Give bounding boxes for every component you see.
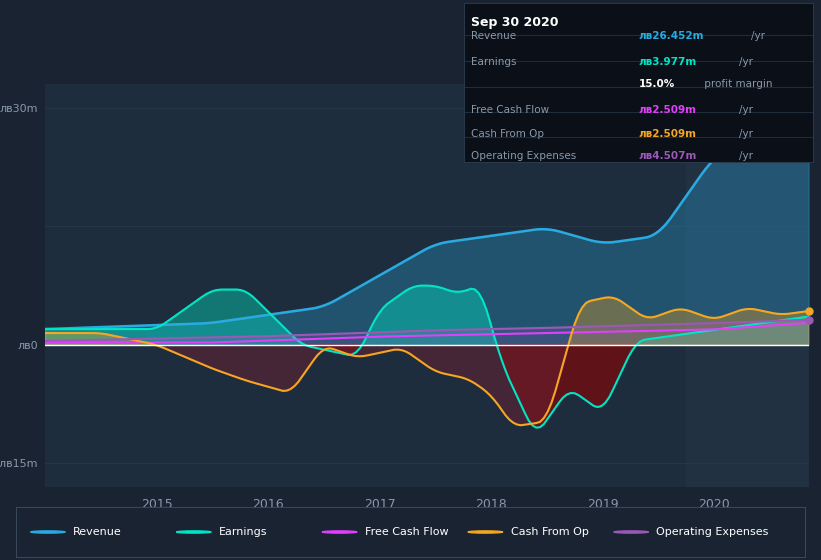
Text: Earnings: Earnings xyxy=(219,527,268,537)
Text: Free Cash Flow: Free Cash Flow xyxy=(471,105,549,115)
Text: Free Cash Flow: Free Cash Flow xyxy=(365,527,448,537)
Text: лв2.509m: лв2.509m xyxy=(639,105,696,115)
Circle shape xyxy=(468,531,502,533)
Text: Revenue: Revenue xyxy=(471,31,516,41)
Text: лв2.509m: лв2.509m xyxy=(639,129,696,139)
Text: Sep 30 2020: Sep 30 2020 xyxy=(471,16,558,29)
Text: лв3.977m: лв3.977m xyxy=(639,57,696,67)
Circle shape xyxy=(177,531,211,533)
Text: /yr: /yr xyxy=(739,129,753,139)
Text: Revenue: Revenue xyxy=(73,527,122,537)
Text: Operating Expenses: Operating Expenses xyxy=(471,151,576,161)
Text: profit margin: profit margin xyxy=(701,79,773,89)
Text: /yr: /yr xyxy=(739,151,753,161)
Text: лв4.507m: лв4.507m xyxy=(639,151,697,161)
Text: 15.0%: 15.0% xyxy=(639,79,675,89)
Text: /yr: /yr xyxy=(751,31,765,41)
Text: Earnings: Earnings xyxy=(471,57,516,67)
Text: /yr: /yr xyxy=(739,105,753,115)
Text: /yr: /yr xyxy=(739,57,753,67)
Text: лв26.452m: лв26.452m xyxy=(639,31,704,41)
Text: Operating Expenses: Operating Expenses xyxy=(657,527,768,537)
Circle shape xyxy=(30,531,66,533)
Text: Cash From Op: Cash From Op xyxy=(471,129,544,139)
Text: Cash From Op: Cash From Op xyxy=(511,527,589,537)
Circle shape xyxy=(614,531,649,533)
Bar xyxy=(686,84,809,487)
Circle shape xyxy=(322,531,357,533)
